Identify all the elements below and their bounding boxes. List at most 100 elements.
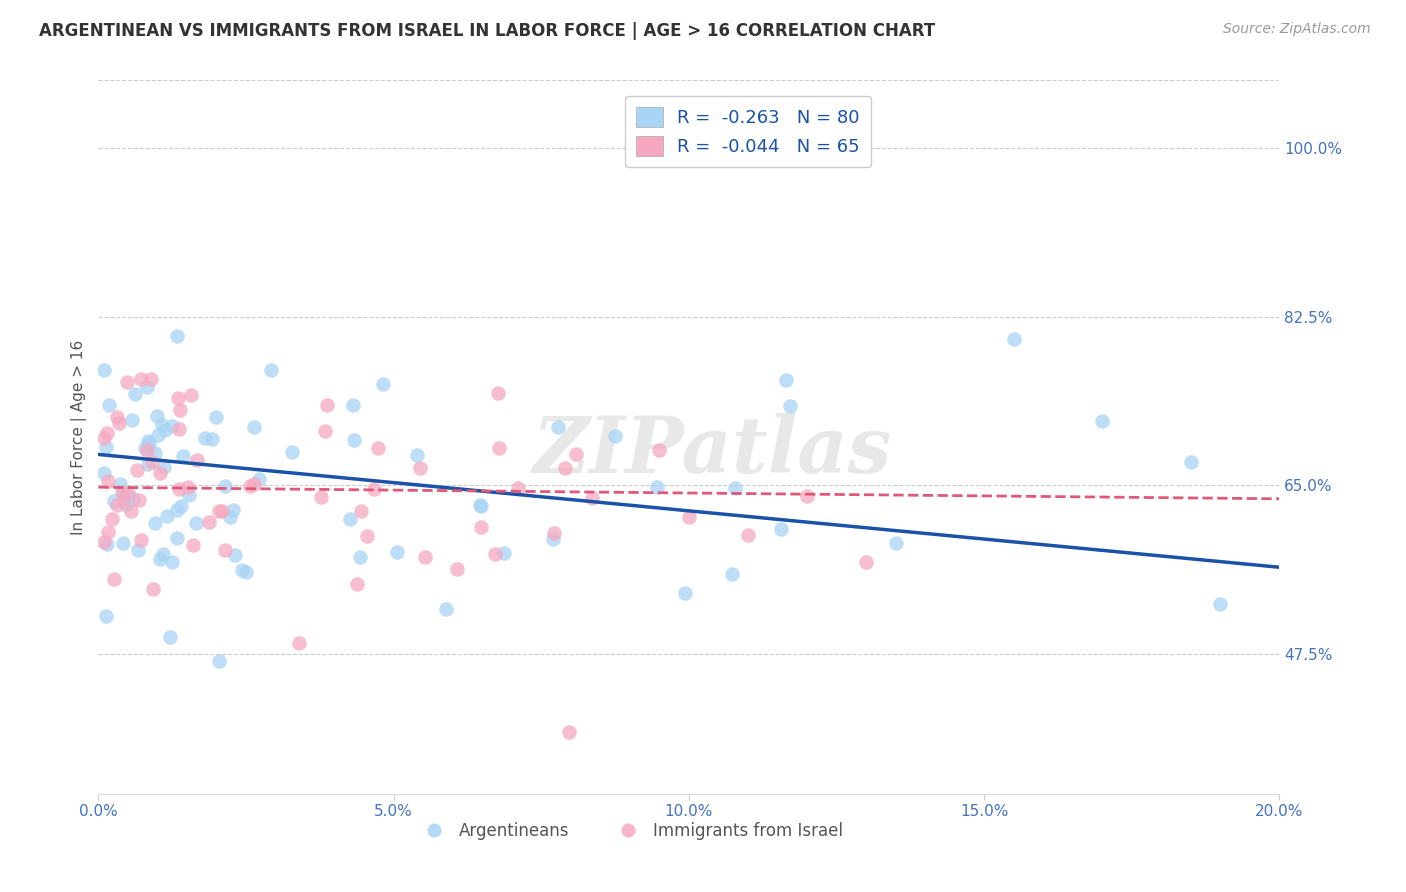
- Point: [673, 586, 696, 600]
- Point: [129, 372, 152, 386]
- Point: [136, 434, 159, 449]
- Point: [141, 455, 163, 469]
- Point: [470, 520, 492, 534]
- Point: [222, 503, 245, 517]
- Point: [367, 441, 389, 455]
- Point: [356, 528, 378, 542]
- Point: [201, 432, 224, 446]
- Point: [314, 424, 336, 438]
- Point: [103, 572, 125, 586]
- Point: [124, 387, 146, 401]
- Point: [260, 362, 283, 376]
- Point: [145, 409, 167, 423]
- Point: [343, 433, 366, 447]
- Point: [214, 479, 236, 493]
- Point: [470, 499, 492, 513]
- Point: [117, 486, 139, 500]
- Point: [197, 515, 219, 529]
- Point: [855, 555, 877, 569]
- Point: [243, 476, 266, 491]
- Point: [155, 423, 177, 437]
- Point: [737, 528, 759, 542]
- Point: [339, 512, 361, 526]
- Point: [138, 436, 160, 450]
- Point: [224, 548, 246, 562]
- Point: [488, 441, 510, 455]
- Point: [779, 399, 801, 413]
- Point: [434, 602, 457, 616]
- Point: [172, 450, 194, 464]
- Point: [1091, 414, 1114, 428]
- Point: [243, 420, 266, 434]
- Point: [166, 502, 188, 516]
- Point: [121, 412, 143, 426]
- Point: [97, 474, 120, 488]
- Point: [177, 488, 200, 502]
- Point: [346, 576, 368, 591]
- Point: [235, 565, 257, 579]
- Point: [108, 477, 131, 491]
- Point: [557, 725, 579, 739]
- Point: [371, 377, 394, 392]
- Point: [105, 409, 128, 424]
- Text: Source: ZipAtlas.com: Source: ZipAtlas.com: [1223, 22, 1371, 37]
- Point: [129, 533, 152, 547]
- Point: [96, 537, 118, 551]
- Point: [724, 482, 747, 496]
- Point: [564, 447, 586, 461]
- Text: ARGENTINEAN VS IMMIGRANTS FROM ISRAEL IN LABOR FORCE | AGE > 16 CORRELATION CHAR: ARGENTINEAN VS IMMIGRANTS FROM ISRAEL IN…: [39, 22, 935, 40]
- Point: [115, 375, 138, 389]
- Text: ZIPatlas: ZIPatlas: [533, 413, 893, 490]
- Point: [128, 492, 150, 507]
- Point: [97, 398, 120, 412]
- Point: [770, 522, 793, 536]
- Point: [208, 504, 231, 518]
- Point: [149, 552, 172, 566]
- Point: [93, 466, 115, 480]
- Point: [146, 428, 169, 442]
- Point: [150, 417, 173, 432]
- Point: [247, 472, 270, 486]
- Point: [112, 485, 135, 500]
- Legend: Argentineans, Immigrants from Israel: Argentineans, Immigrants from Israel: [411, 815, 849, 847]
- Point: [413, 549, 436, 564]
- Point: [162, 555, 184, 569]
- Point: [145, 446, 167, 460]
- Point: [149, 466, 172, 480]
- Point: [543, 532, 565, 546]
- Point: [134, 442, 156, 456]
- Point: [1180, 455, 1202, 469]
- Point: [111, 484, 134, 499]
- Point: [186, 453, 208, 467]
- Point: [112, 493, 135, 508]
- Point: [139, 372, 162, 386]
- Point: [1002, 332, 1025, 346]
- Point: [152, 547, 174, 561]
- Point: [169, 403, 191, 417]
- Point: [309, 491, 332, 505]
- Point: [484, 547, 506, 561]
- Point: [180, 388, 202, 402]
- Point: [208, 654, 231, 668]
- Point: [96, 609, 118, 624]
- Point: [181, 538, 204, 552]
- Point: [108, 416, 131, 430]
- Point: [547, 420, 569, 434]
- Point: [111, 536, 134, 550]
- Point: [409, 461, 432, 475]
- Point: [648, 442, 671, 457]
- Point: [105, 498, 128, 512]
- Point: [508, 481, 530, 495]
- Point: [136, 443, 159, 458]
- Y-axis label: In Labor Force | Age > 16: In Labor Force | Age > 16: [72, 340, 87, 534]
- Point: [342, 398, 364, 412]
- Point: [218, 509, 240, 524]
- Point: [166, 532, 188, 546]
- Point: [486, 385, 509, 400]
- Point: [94, 440, 117, 454]
- Point: [93, 431, 115, 445]
- Point: [775, 373, 797, 387]
- Point: [470, 498, 492, 512]
- Point: [115, 498, 138, 512]
- Point: [101, 512, 124, 526]
